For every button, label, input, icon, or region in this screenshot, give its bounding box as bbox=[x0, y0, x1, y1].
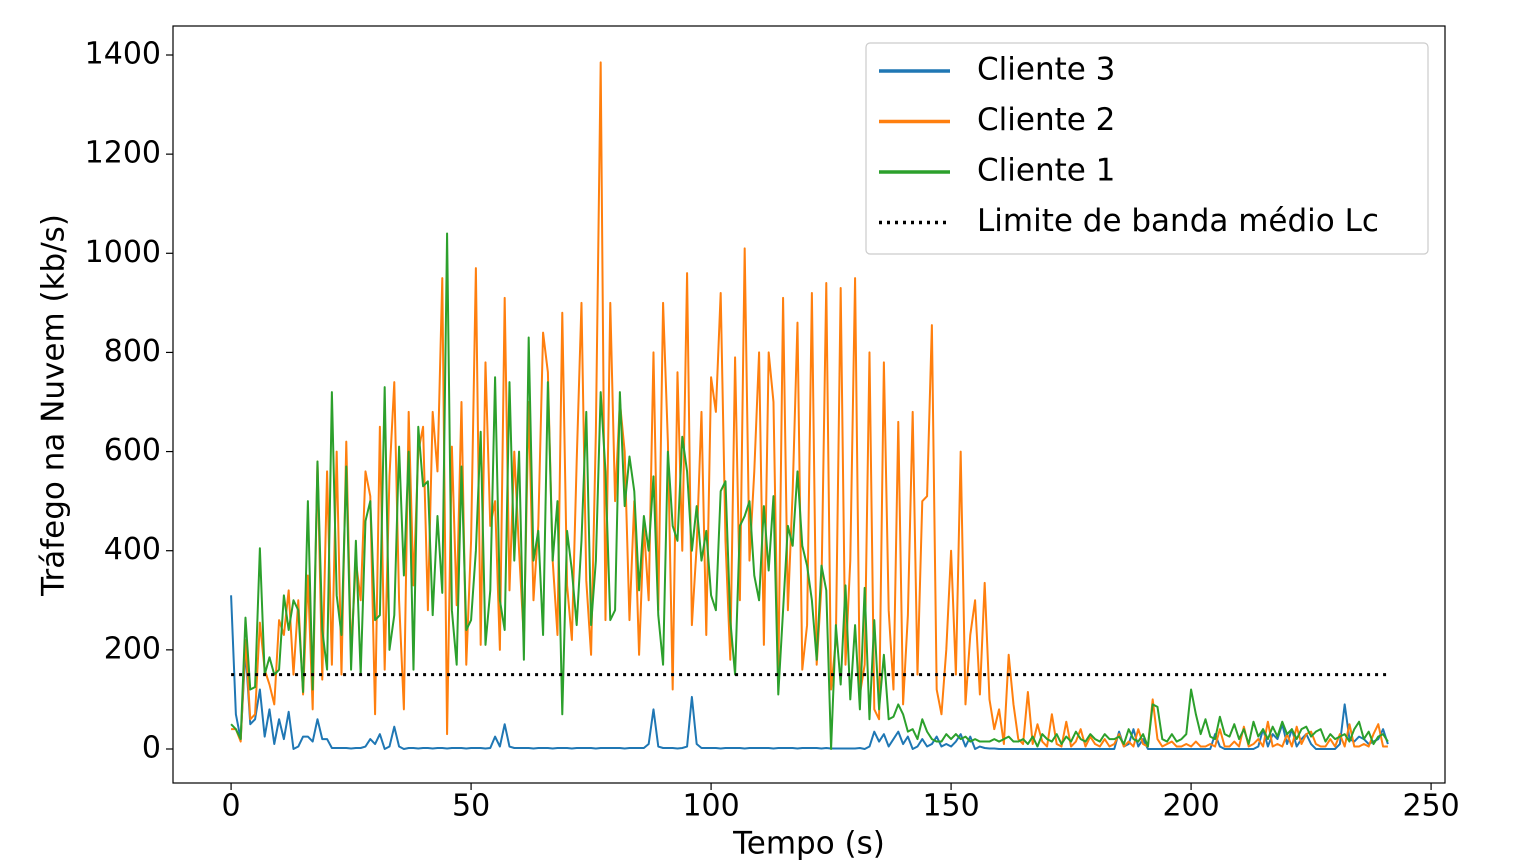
y-tick-label: 600 bbox=[104, 433, 161, 468]
y-tick-label: 200 bbox=[104, 631, 161, 666]
axes-frame bbox=[172, 25, 1446, 784]
y-tick-label: 1400 bbox=[85, 36, 161, 71]
legend-label: Limite de banda médio Lc bbox=[977, 203, 1379, 239]
series-line bbox=[230, 595, 1389, 750]
y-tick-label: 1000 bbox=[85, 235, 161, 270]
x-tick-label: 50 bbox=[452, 789, 490, 824]
x-tick-label: 100 bbox=[682, 789, 739, 824]
x-tick-label: 150 bbox=[922, 789, 979, 824]
x-tick-label: 200 bbox=[1162, 789, 1219, 824]
y-axis-label: Tráfego na Nuvem (kb/s) bbox=[36, 214, 72, 597]
y-tick-label: 400 bbox=[104, 532, 161, 567]
y-tick-label: 800 bbox=[104, 334, 161, 369]
legend-label: Cliente 3 bbox=[977, 52, 1115, 88]
legend-label: Cliente 2 bbox=[977, 102, 1115, 138]
y-tick-label: 0 bbox=[142, 730, 161, 765]
series-line bbox=[231, 61, 1388, 748]
plot-area bbox=[230, 61, 1389, 750]
legend-label: Cliente 1 bbox=[977, 153, 1115, 189]
x-axis-label: Tempo (s) bbox=[732, 826, 885, 862]
x-tick-label: 0 bbox=[222, 789, 241, 824]
legend-box bbox=[865, 42, 1429, 255]
x-tick-label: 250 bbox=[1402, 789, 1459, 824]
series-line bbox=[230, 232, 1389, 750]
y-tick-label: 1200 bbox=[85, 136, 161, 171]
